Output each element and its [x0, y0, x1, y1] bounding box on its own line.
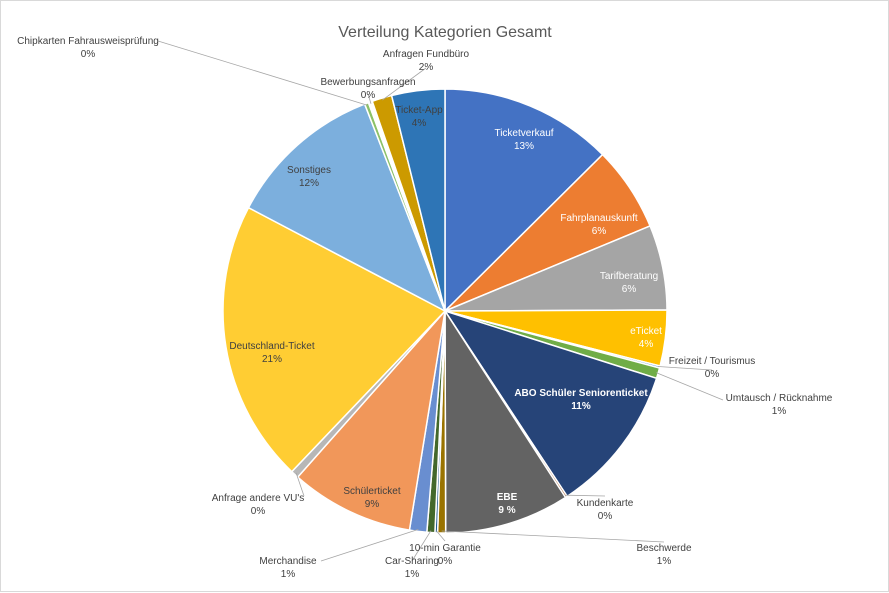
- leader-line-bewerbungsanfragen: [367, 93, 372, 104]
- data-label-name-merchandise: Merchandise: [259, 556, 317, 567]
- data-label-value-ticketverkauf: 13%: [514, 141, 534, 152]
- leader-line-chipkarten-fahrausweisprüfung: [157, 40, 368, 106]
- data-label-value-freizeit-tourismus: 0%: [705, 369, 720, 380]
- data-label-name-ebe: EBE: [497, 492, 518, 503]
- leader-line-car-sharing: [411, 530, 432, 562]
- data-label-value-kundenkarte: 0%: [598, 511, 613, 522]
- pie-slice-schülerticket: [296, 308, 447, 531]
- data-label-name-eticket: eTicket: [630, 326, 662, 337]
- data-label-name-bewerbungsanfragen: Bewerbungsanfragen: [320, 77, 415, 88]
- pie-slice-ticketverkauf: [444, 88, 604, 313]
- data-label-value-deutschland-ticket: 21%: [262, 354, 282, 365]
- data-label-value-merchandise: 1%: [281, 569, 296, 580]
- pie-slice-deutschland-ticket: [222, 206, 447, 473]
- data-label-value-ticket-app: 4%: [412, 118, 427, 129]
- data-label-value-schülerticket: 9%: [365, 499, 380, 510]
- data-label-value-fahrplanauskunft: 6%: [592, 226, 607, 237]
- data-label-value-anfrage-andere-vu-s: 0%: [251, 506, 266, 517]
- data-label-value-anfragen-fundbüro: 2%: [419, 62, 434, 73]
- pie-slice-ticket-app: [390, 88, 446, 312]
- data-label-value-sonstiges: 12%: [299, 178, 319, 189]
- leader-line-umtausch-rücknahme: [656, 372, 724, 401]
- leader-line-beschwerde: [441, 530, 665, 543]
- data-label-name-chipkarten-fahrausweisprüfung: Chipkarten Fahrausweisprüfung: [17, 36, 159, 47]
- data-label-name-schülerticket: Schülerticket: [343, 486, 400, 497]
- data-label-value-tarifberatung: 6%: [622, 284, 637, 295]
- data-label-name-kundenkarte: Kundenkarte: [577, 498, 634, 509]
- leader-line-anfrage-andere-vu-s: [295, 472, 305, 497]
- pie-slice-ebe: [444, 308, 567, 534]
- data-label-value-umtausch-rücknahme: 1%: [772, 406, 787, 417]
- data-label-value-eticket: 4%: [639, 339, 654, 350]
- data-label-name-freizeit-tourismus: Freizeit / Tourismus: [669, 356, 756, 367]
- leader-line-10-min-garantie: [435, 530, 446, 542]
- data-label-value-10-min-garantie: 0%: [438, 556, 453, 567]
- data-label-name-tarifberatung: Tarifberatung: [600, 271, 658, 282]
- data-label-value-chipkarten-fahrausweisprüfung: 0%: [81, 49, 96, 60]
- data-label-name-beschwerde: Beschwerde: [636, 543, 691, 554]
- data-label-name-deutschland-ticket: Deutschland-Ticket: [229, 341, 314, 352]
- data-label-value-abo-schüler-seniorenticket: 11%: [571, 401, 591, 412]
- data-label-value-bewerbungsanfragen: 0%: [361, 90, 376, 101]
- data-label-name-sonstiges: Sonstiges: [287, 165, 331, 176]
- data-label-name-anfragen-fundbüro: Anfragen Fundbüro: [383, 49, 470, 60]
- data-label-name-fahrplanauskunft: Fahrplanauskunft: [560, 213, 637, 224]
- data-label-value-beschwerde: 1%: [657, 556, 672, 567]
- chart-title: Verteilung Kategorien Gesamt: [338, 24, 552, 41]
- data-label-name-anfrage-andere-vu-s: Anfrage andere VU's: [212, 493, 305, 504]
- data-label-name-ticketverkauf: Ticketverkauf: [494, 128, 553, 139]
- data-label-name-car-sharing: Car-Sharing: [385, 556, 439, 567]
- leader-line-merchandise: [320, 529, 419, 562]
- pie-slice-sonstiges: [247, 103, 447, 313]
- data-label-name-umtausch-rücknahme: Umtausch / Rücknahme: [726, 393, 833, 404]
- data-label-value-ebe: 9 %: [498, 505, 515, 516]
- leader-line-anfragen-fundbüro: [382, 67, 427, 101]
- leader-line-kundenkarte: [565, 494, 606, 497]
- data-label-name-abo-schüler-seniorenticket: ABO Schüler Seniorenticket: [514, 388, 648, 399]
- leader-line-freizeit-tourismus: [657, 366, 713, 371]
- data-label-name-ticket-app: Ticket-App: [395, 105, 443, 116]
- data-label-name-10-min-garantie: 10-min Garantie: [409, 543, 481, 554]
- pie-slice-abo-schüler-seniorenticket: [443, 309, 658, 498]
- data-label-value-car-sharing: 1%: [405, 569, 420, 580]
